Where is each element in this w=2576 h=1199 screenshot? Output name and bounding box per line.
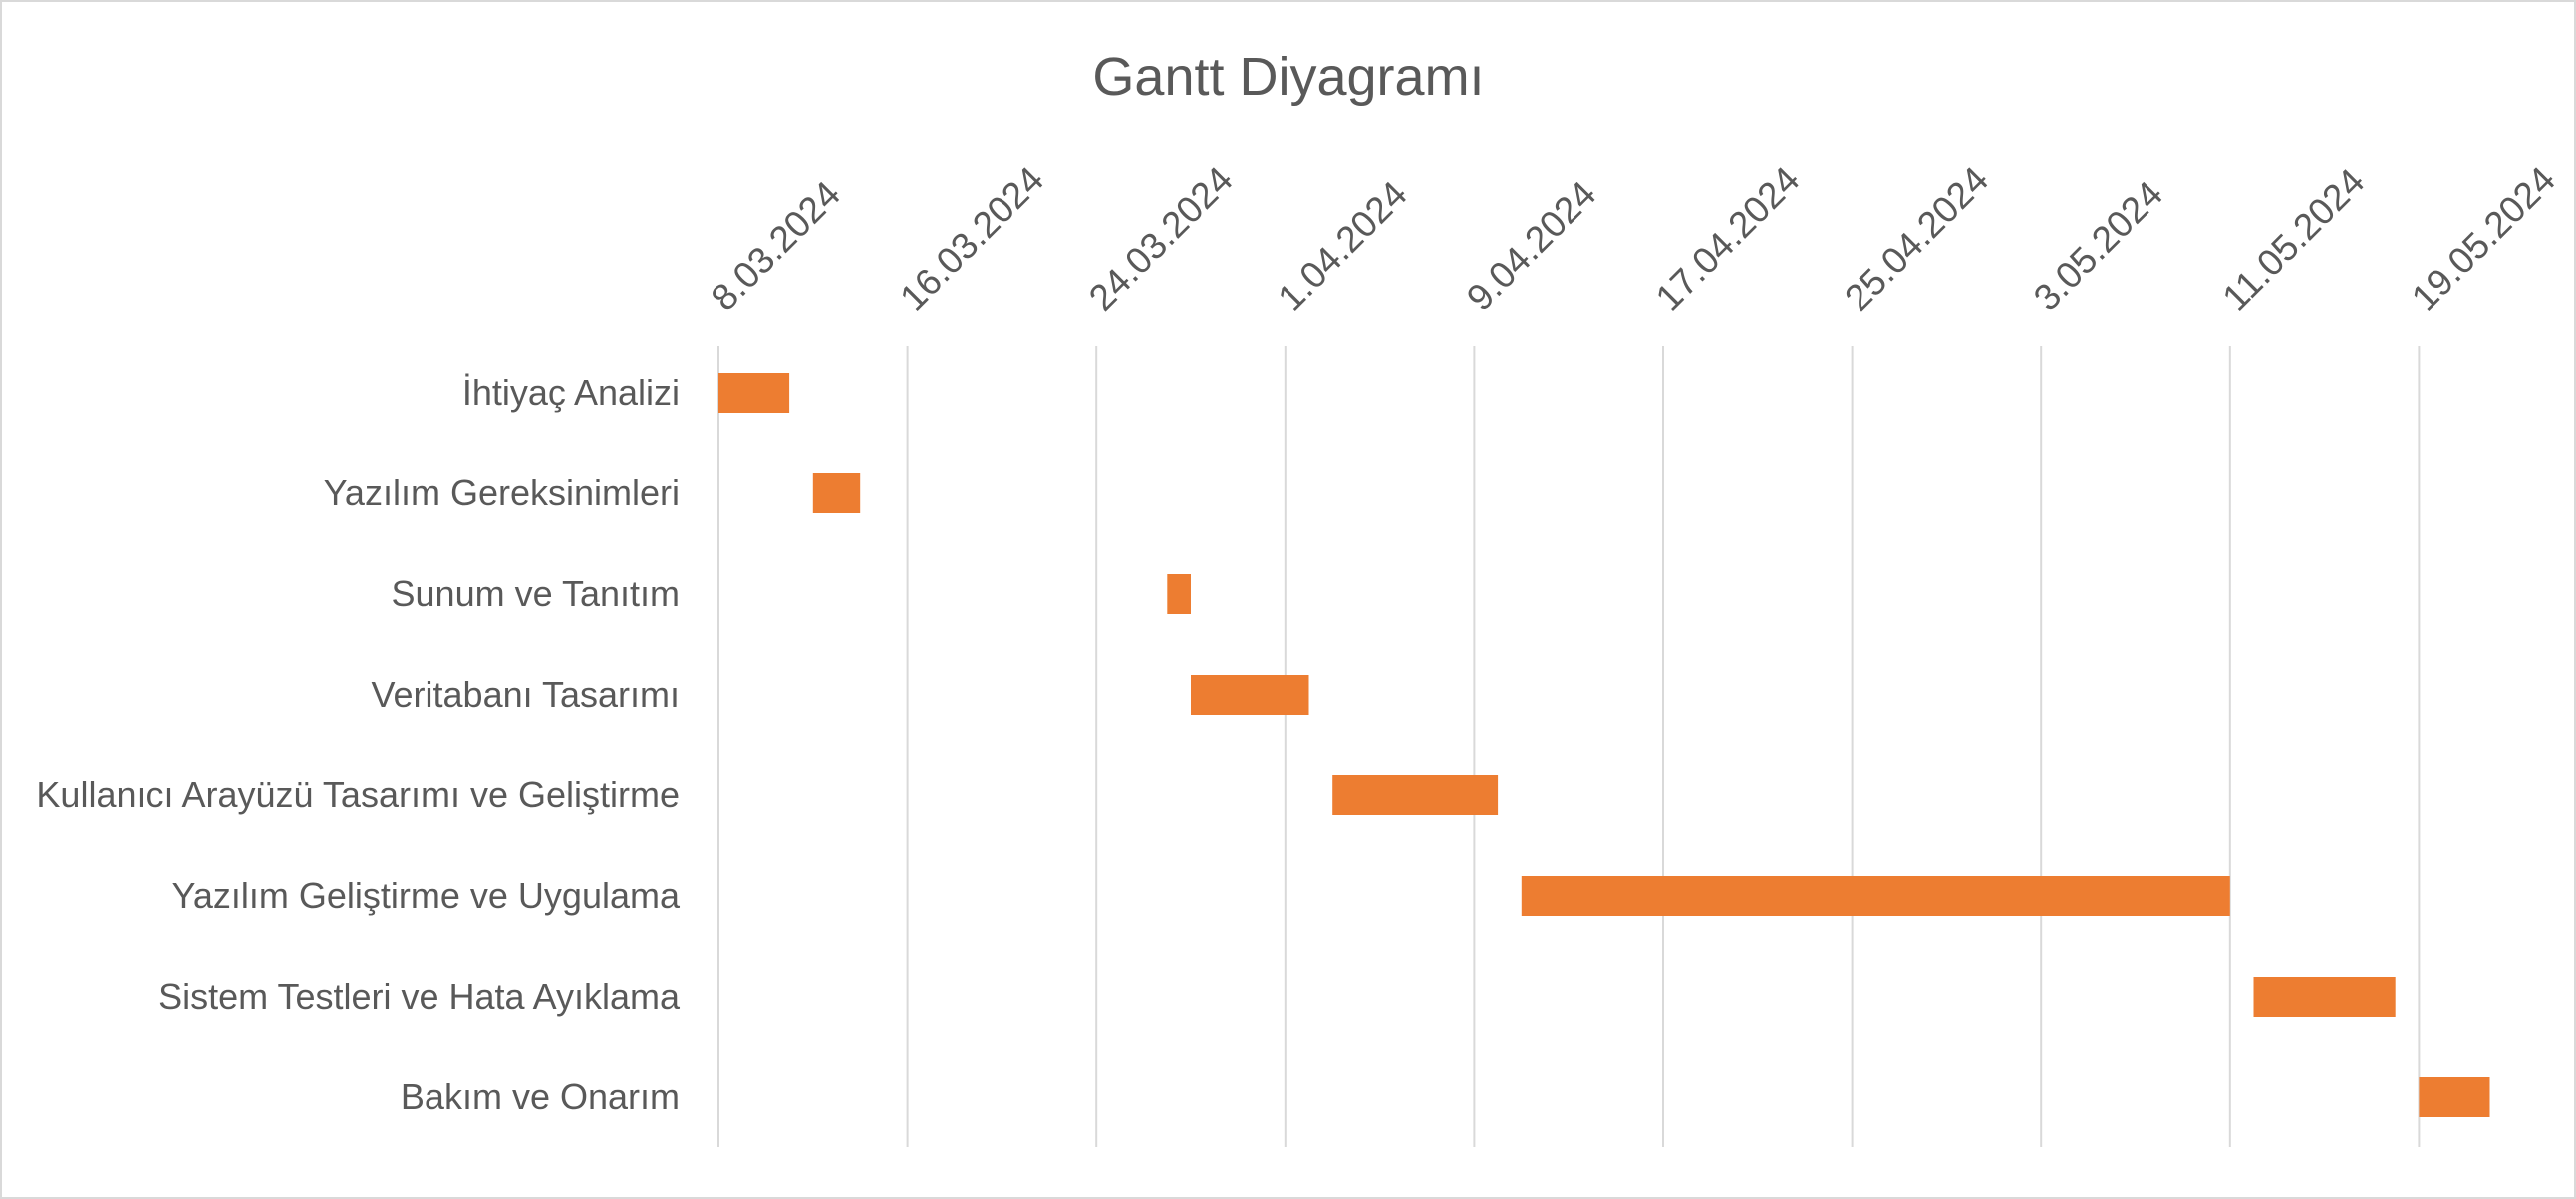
x-axis-tick-labels: 8.03.2024 16.03.2024 24.03.2024 1.04.2024 9.… bbox=[704, 159, 2563, 319]
task-bar bbox=[718, 373, 790, 413]
category-label: Yazılım Gereksinimleri bbox=[324, 472, 680, 513]
category-label: Veritabanı Tasarımı bbox=[372, 674, 681, 715]
category-label: Kullanıcı Arayüzü Tasarımı ve Geliştirme bbox=[36, 774, 680, 815]
category-label: Sistem Testleri ve Hata Ayıklama bbox=[158, 976, 681, 1017]
task-bar bbox=[1521, 876, 2230, 916]
category-label: Sunum ve Tanıtım bbox=[392, 573, 680, 614]
x-tick-label: 3.05.2024 bbox=[2026, 173, 2170, 318]
x-tick-label: 19.05.2024 bbox=[2404, 159, 2563, 319]
x-tick-label: 17.04.2024 bbox=[1648, 159, 1808, 319]
x-tick-label: 1.04.2024 bbox=[1270, 173, 1414, 318]
task-bar bbox=[1332, 775, 1499, 815]
x-tick-label: 25.04.2024 bbox=[1837, 159, 1996, 319]
task-bar bbox=[812, 473, 861, 513]
x-tick-label: 8.03.2024 bbox=[704, 173, 848, 318]
category-label: Yazılım Geliştirme ve Uygulama bbox=[172, 875, 681, 916]
category-label: Bakım ve Onarım bbox=[401, 1076, 680, 1117]
task-bar bbox=[1167, 574, 1191, 614]
task-bar bbox=[2419, 1077, 2490, 1117]
chart-title: Gantt Diyagramı bbox=[1092, 47, 1484, 107]
task-bars bbox=[718, 373, 2490, 1117]
x-tick-label: 16.03.2024 bbox=[892, 159, 1051, 319]
category-labels: İhtiyaç Analizi Yazılım Gereksinimleri Sun… bbox=[36, 372, 681, 1117]
x-tick-label: 9.04.2024 bbox=[1459, 173, 1603, 318]
category-label: İhtiyaç Analizi bbox=[462, 372, 680, 413]
task-bar bbox=[1191, 675, 1309, 715]
task-bar bbox=[2253, 977, 2396, 1017]
x-tick-label: 24.03.2024 bbox=[1081, 159, 1241, 319]
x-tick-label: 11.05.2024 bbox=[2214, 161, 2372, 319]
grid-lines bbox=[717, 346, 2421, 1147]
